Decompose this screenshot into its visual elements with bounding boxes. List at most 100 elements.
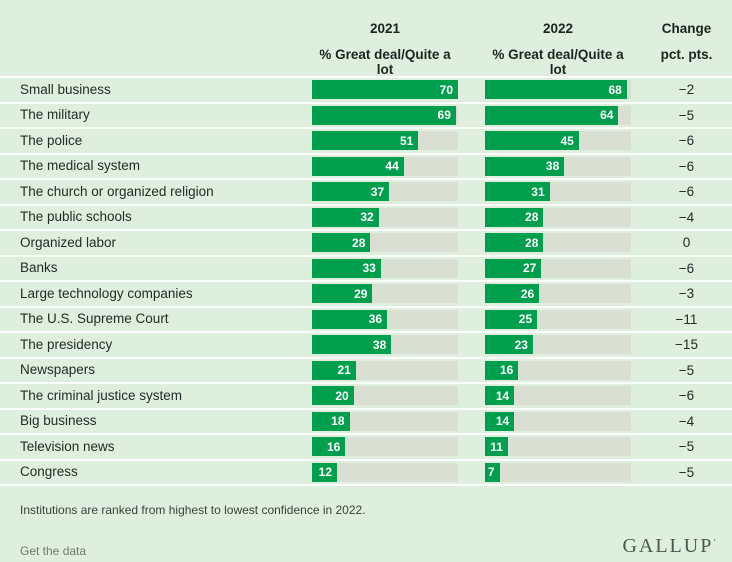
change-value: 0 — [682, 235, 691, 251]
bar-track-2021: 44 — [312, 156, 458, 176]
bar-track-2022: 26 — [485, 284, 631, 304]
bar-value-2021: 51 — [400, 133, 414, 148]
bar-track-2021: 16 — [312, 437, 458, 457]
bar-cell-2021: 29 — [312, 284, 458, 304]
bar-2022: 14 — [485, 386, 515, 406]
bar-2021: 51 — [312, 131, 419, 151]
table-row: The police 51 45 −6 — [0, 129, 732, 155]
change-value: −2 — [678, 82, 695, 98]
bar-track-2021: 20 — [312, 386, 458, 406]
change-cell: −6 — [631, 261, 732, 276]
table-row: The military 69 64 −5 — [0, 104, 732, 129]
institution-label: Large technology companies — [20, 285, 193, 301]
measure-2022-label: % Great deal/Quite a lot — [492, 47, 624, 77]
institution-cell: Small business — [16, 81, 312, 99]
bar-track-2021: 32 — [312, 207, 458, 227]
change-value: −6 — [678, 260, 695, 276]
bar-2021: 29 — [312, 284, 373, 304]
bar-cell-2022: 14 — [485, 411, 631, 431]
bar-2022: 25 — [485, 309, 538, 329]
bar-2021: 16 — [312, 437, 346, 457]
bar-value-2021: 29 — [354, 286, 368, 301]
bar-2021: 44 — [312, 156, 404, 176]
gallup-logo[interactable]: GALLUP’ — [622, 535, 716, 558]
bar-track-2022: 28 — [485, 233, 631, 253]
institution-label: Television news — [20, 438, 115, 454]
trademark-icon: ’ — [713, 537, 716, 547]
bar-value-2022: 64 — [600, 108, 614, 123]
get-the-data-link[interactable]: Get the data — [20, 544, 87, 558]
bar-value-2021: 69 — [437, 108, 451, 123]
bar-cell-2022: 23 — [485, 335, 631, 355]
bar-value-2021: 37 — [370, 184, 385, 199]
bar-cell-2021: 51 — [312, 131, 458, 151]
column-header-2021: 2021 % Great deal/Quite a lot — [312, 0, 458, 77]
bar-value-2022: 27 — [522, 261, 537, 276]
institution-label: Newspapers — [20, 362, 96, 378]
change-cell: −4 — [631, 210, 732, 225]
institution-label: The medical system — [20, 158, 141, 174]
table-row: Television news 16 11 −5 — [0, 435, 732, 461]
bar-2021: 28 — [312, 233, 371, 253]
bar-2021: 36 — [312, 309, 388, 329]
bar-track-2021: 21 — [312, 360, 458, 380]
bar-2022: 38 — [485, 156, 565, 176]
change-cell: −5 — [631, 108, 732, 123]
table-row: The public schools 32 28 −4 — [0, 206, 732, 231]
table-row: Newspapers 21 16 −5 — [0, 359, 732, 384]
bar-2022: 16 — [485, 360, 519, 380]
change-cell: −6 — [631, 184, 732, 199]
bar-cell-2021: 20 — [312, 386, 458, 406]
table-row: The presidency 38 23 −15 — [0, 333, 732, 359]
bar-value-2021: 38 — [372, 337, 387, 352]
bar-track-2022: 23 — [485, 335, 631, 355]
bar-track-2022: 27 — [485, 258, 631, 278]
institution-label: Banks — [20, 260, 58, 276]
bar-cell-2021: 33 — [312, 258, 458, 278]
table-row: The medical system 44 38 −6 — [0, 155, 732, 180]
change-value: −5 — [678, 362, 695, 378]
bar-cell-2021: 36 — [312, 309, 458, 329]
year-2022-label: 2022 — [542, 21, 574, 36]
bar-value-2021: 70 — [439, 82, 453, 97]
bar-value-2022: 28 — [525, 235, 539, 250]
bar-2021: 33 — [312, 258, 381, 278]
institution-cell: The public schools — [16, 208, 312, 226]
change-cell: −6 — [631, 159, 732, 174]
change-cell: −5 — [631, 439, 732, 454]
institution-label: Small business — [20, 81, 111, 97]
institution-label: The criminal justice system — [20, 387, 183, 403]
change-cell: −5 — [631, 465, 732, 480]
bar-2021: 18 — [312, 411, 350, 431]
bar-value-2021: 33 — [362, 261, 376, 276]
institution-cell: The criminal justice system — [16, 387, 312, 405]
bar-track-2021: 18 — [312, 411, 458, 431]
gallup-wordmark: GALLUP — [622, 535, 714, 557]
bar-cell-2022: 31 — [485, 182, 631, 202]
bar-cell-2022: 68 — [485, 80, 631, 100]
institution-cell: Large technology companies — [16, 285, 312, 303]
measure-2021-label: % Great deal/Quite a lot — [319, 47, 451, 77]
table-row: Large technology companies 29 26 −3 — [0, 282, 732, 308]
institution-cell: Television news — [16, 438, 312, 456]
bar-cell-2022: 38 — [485, 156, 631, 176]
change-cell: 0 — [631, 235, 732, 250]
change-value: −4 — [678, 413, 695, 429]
bar-cell-2022: 11 — [485, 437, 631, 457]
rows-container: Small business 70 68 −2 — [0, 78, 732, 486]
bar-2021: 69 — [312, 105, 456, 125]
institution-label: Big business — [20, 413, 97, 429]
change-value: −6 — [678, 133, 695, 149]
bar-cell-2022: 14 — [485, 386, 631, 406]
change-cell: −4 — [631, 414, 732, 429]
bar-cell-2021: 28 — [312, 233, 458, 253]
bar-cell-2022: 64 — [485, 105, 631, 125]
institution-label: The presidency — [20, 336, 113, 352]
header-gap — [458, 0, 485, 77]
bar-value-2022: 14 — [495, 388, 510, 403]
bar-track-2022: 14 — [485, 386, 631, 406]
institution-label: Congress — [20, 464, 78, 480]
institution-cell: The military — [16, 106, 312, 124]
bar-2021: 32 — [312, 207, 379, 227]
